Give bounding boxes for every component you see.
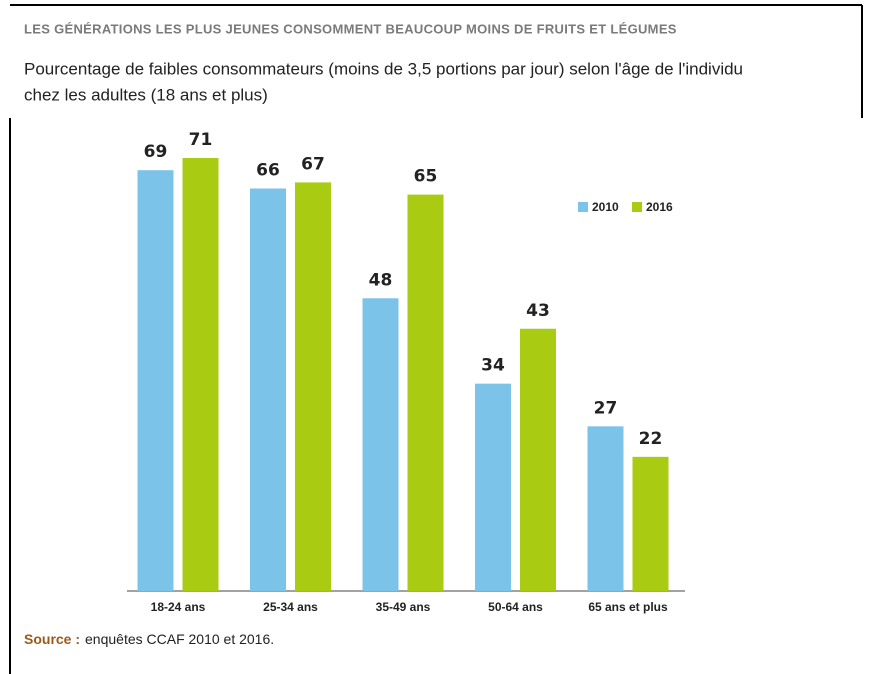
data-label: 34 (481, 356, 505, 376)
data-label: 67 (301, 154, 325, 174)
legend-label: 2016 (646, 200, 673, 214)
data-label: 48 (369, 270, 393, 290)
bar (137, 170, 174, 591)
data-label: 69 (144, 142, 168, 162)
bar (520, 328, 556, 591)
bar (587, 426, 624, 591)
source: Source : enquêtes CCAF 2010 et 2016. (24, 631, 274, 647)
bar (362, 298, 399, 591)
x-tick-label: 35-49 ans (376, 600, 431, 614)
legend-swatch (578, 202, 588, 212)
data-label: 43 (526, 301, 550, 321)
bar (295, 182, 331, 592)
bar (475, 383, 511, 591)
x-tick-label: 18-24 ans (151, 600, 206, 614)
legend-label: 2010 (592, 200, 619, 214)
subtitle: Pourcentage de faibles consommateurs (mo… (24, 59, 743, 78)
x-tick-label: 65 ans et plus (588, 600, 668, 614)
data-label: 22 (639, 429, 663, 449)
source-text: enquêtes CCAF 2010 et 2016. (85, 631, 274, 647)
source-label: Source : (24, 631, 80, 647)
subtitle: chez les adultes (18 ans et plus) (24, 85, 268, 104)
data-label: 66 (256, 160, 280, 180)
data-label: 71 (189, 130, 213, 150)
data-label: 65 (414, 167, 438, 187)
x-tick-label: 50-64 ans (488, 600, 543, 614)
legend-swatch (632, 202, 642, 212)
bar (250, 188, 286, 591)
bar (407, 194, 444, 591)
bar (632, 456, 669, 591)
chart-title: LES GÉNÉRATIONS LES PLUS JEUNES CONSOMME… (24, 21, 677, 36)
data-label: 27 (594, 398, 618, 418)
bar (182, 158, 219, 591)
x-tick-label: 25-34 ans (263, 600, 318, 614)
